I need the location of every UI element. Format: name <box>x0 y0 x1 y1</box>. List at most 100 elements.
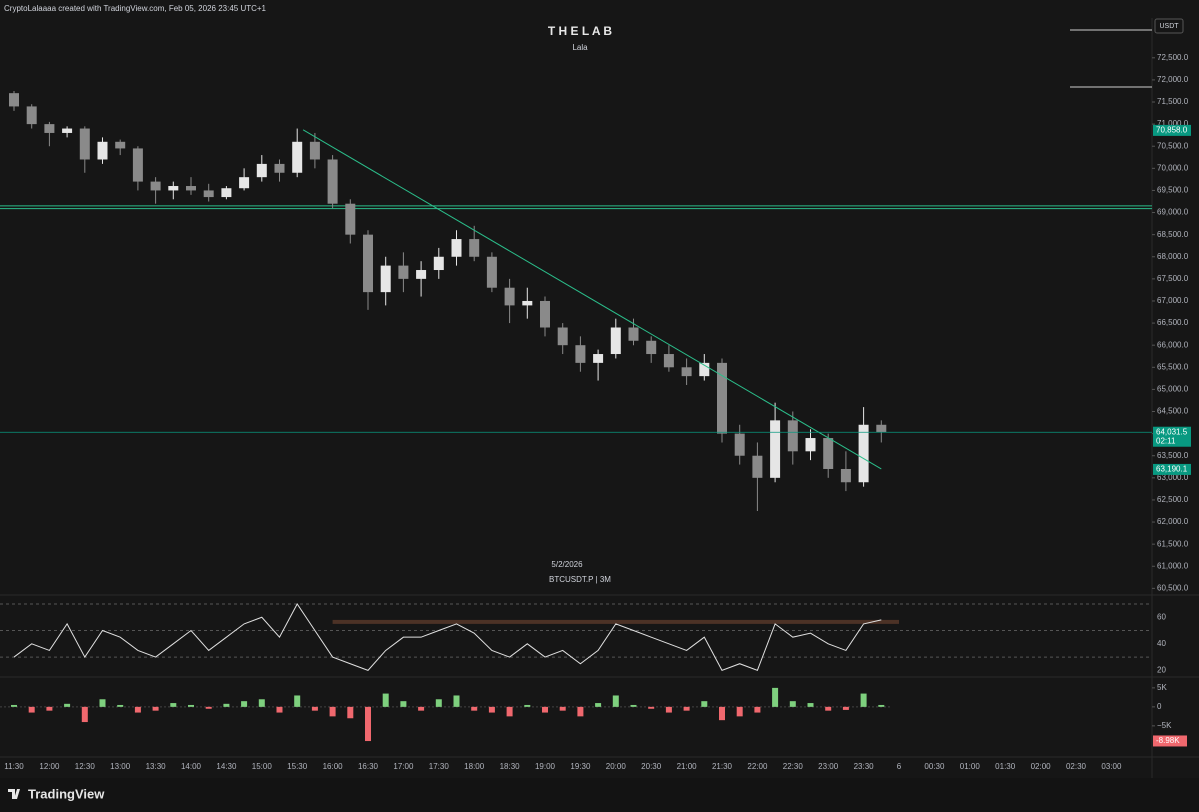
candle-body <box>239 177 250 189</box>
trendline <box>302 129 882 470</box>
candle-body <box>380 265 391 293</box>
candle-body <box>646 340 657 355</box>
header-text: CryptoLalaaaa created with TradingView.c… <box>4 4 267 13</box>
y-tick-label: 70,500.0 <box>1157 141 1189 150</box>
candle-body <box>186 186 196 191</box>
band <box>332 619 900 624</box>
candle-body <box>26 106 37 125</box>
candle-body <box>292 141 303 173</box>
delta-bar <box>701 701 708 707</box>
y-tick-label: 68,000.0 <box>1157 252 1189 261</box>
delta-bar <box>294 695 301 707</box>
delta-bar <box>117 704 124 707</box>
countdown-label: 02:11 <box>1156 436 1176 445</box>
price-label-box <box>1153 463 1191 475</box>
price-label-box <box>1153 124 1191 136</box>
x-tick-label: 19:00 <box>535 762 556 771</box>
y-tick-label: 72,500.0 <box>1157 53 1189 62</box>
y-tick-label: 20 <box>1157 665 1166 674</box>
y-tick-label: 72,000.0 <box>1157 75 1189 84</box>
delta-bar <box>736 706 743 717</box>
x-tick-label: 03:00 <box>1101 762 1122 771</box>
candle-body <box>150 181 161 191</box>
x-tick-label: 13:30 <box>146 762 167 771</box>
value-label: -8.98K <box>1156 736 1180 745</box>
footer-text: TradingView <box>28 786 105 801</box>
delta-bar <box>99 699 106 707</box>
delta-bar <box>276 706 283 713</box>
candle-body <box>540 300 550 328</box>
candle-body <box>398 265 409 279</box>
y-tick-label: 61,500.0 <box>1157 539 1189 548</box>
candle-body <box>309 141 320 160</box>
x-tick-label: 16:30 <box>358 762 379 771</box>
delta-bar <box>205 706 212 709</box>
delta-bar <box>860 693 867 707</box>
x-tick-label: 17:00 <box>393 762 414 771</box>
candle-body <box>345 203 356 235</box>
x-tick-label: 14:30 <box>216 762 237 771</box>
candle-body <box>416 270 427 279</box>
y-tick-label: 61,000.0 <box>1157 561 1189 570</box>
candle-body <box>486 256 497 288</box>
delta-bar <box>506 706 513 717</box>
delta-bar <box>435 699 442 707</box>
delta-bar <box>789 701 796 707</box>
x-tick-label: 00:30 <box>924 762 945 771</box>
x-tick-label: 01:00 <box>960 762 981 771</box>
candle-body <box>168 186 179 191</box>
y-tick-label: 60,500.0 <box>1157 583 1189 592</box>
x-tick-label: 23:00 <box>818 762 839 771</box>
candle-body <box>522 300 533 306</box>
currency-box[interactable] <box>1154 18 1184 34</box>
x-tick-label: 12:30 <box>75 762 96 771</box>
delta-bar <box>11 704 17 707</box>
y-tick-label: 64,500.0 <box>1157 407 1189 416</box>
candle-body <box>840 468 851 483</box>
date-label: 5/2/2026 <box>551 560 583 569</box>
x-tick-label: 14:00 <box>181 762 202 771</box>
delta-bar <box>329 706 336 717</box>
x-tick-label: 15:30 <box>287 762 308 771</box>
candle-body <box>221 188 232 198</box>
y-tick-label: 71,500.0 <box>1157 97 1189 106</box>
candle-body <box>115 141 126 149</box>
delta-bar <box>28 706 35 713</box>
x-tick-label: 22:00 <box>747 762 768 771</box>
delta-bar <box>241 701 248 707</box>
y-tick-label: 62,000.0 <box>1157 517 1189 526</box>
candle-body <box>610 327 621 355</box>
delta-bar <box>825 706 832 711</box>
x-tick-label: 21:00 <box>677 762 698 771</box>
delta-bar <box>453 695 460 707</box>
candle-body <box>752 455 763 478</box>
candle-body <box>787 420 798 452</box>
delta-bar <box>807 703 814 707</box>
delta-bar <box>170 703 177 707</box>
delta-bar <box>152 706 159 711</box>
candle-body <box>575 345 586 363</box>
y-tick-label: 67,500.0 <box>1157 274 1189 283</box>
candle-body <box>876 424 887 433</box>
delta-bar <box>577 706 584 717</box>
y-tick-label: 70,000.0 <box>1157 163 1189 172</box>
x-tick-label: 01:30 <box>995 762 1016 771</box>
price-label: 70,858.0 <box>1156 126 1188 135</box>
price-label: 63,190.1 <box>1156 465 1188 474</box>
y-tick-label: 0 <box>1157 702 1162 711</box>
logo: TradingView <box>8 786 105 801</box>
candle-body <box>858 424 869 483</box>
candle-body <box>44 124 55 133</box>
candle-body <box>97 141 108 160</box>
delta-bar <box>347 706 354 719</box>
delta-bar <box>612 695 619 707</box>
x-tick-label: 02:30 <box>1066 762 1087 771</box>
x-tick-label: 19:30 <box>570 762 591 771</box>
chart-title: T H E L A B <box>548 24 613 38</box>
delta-bar <box>719 706 725 721</box>
candle-body <box>433 256 444 271</box>
currency-label[interactable]: USDT <box>1159 23 1179 30</box>
candle-body <box>62 128 73 133</box>
x-tick-label: 12:00 <box>39 762 60 771</box>
